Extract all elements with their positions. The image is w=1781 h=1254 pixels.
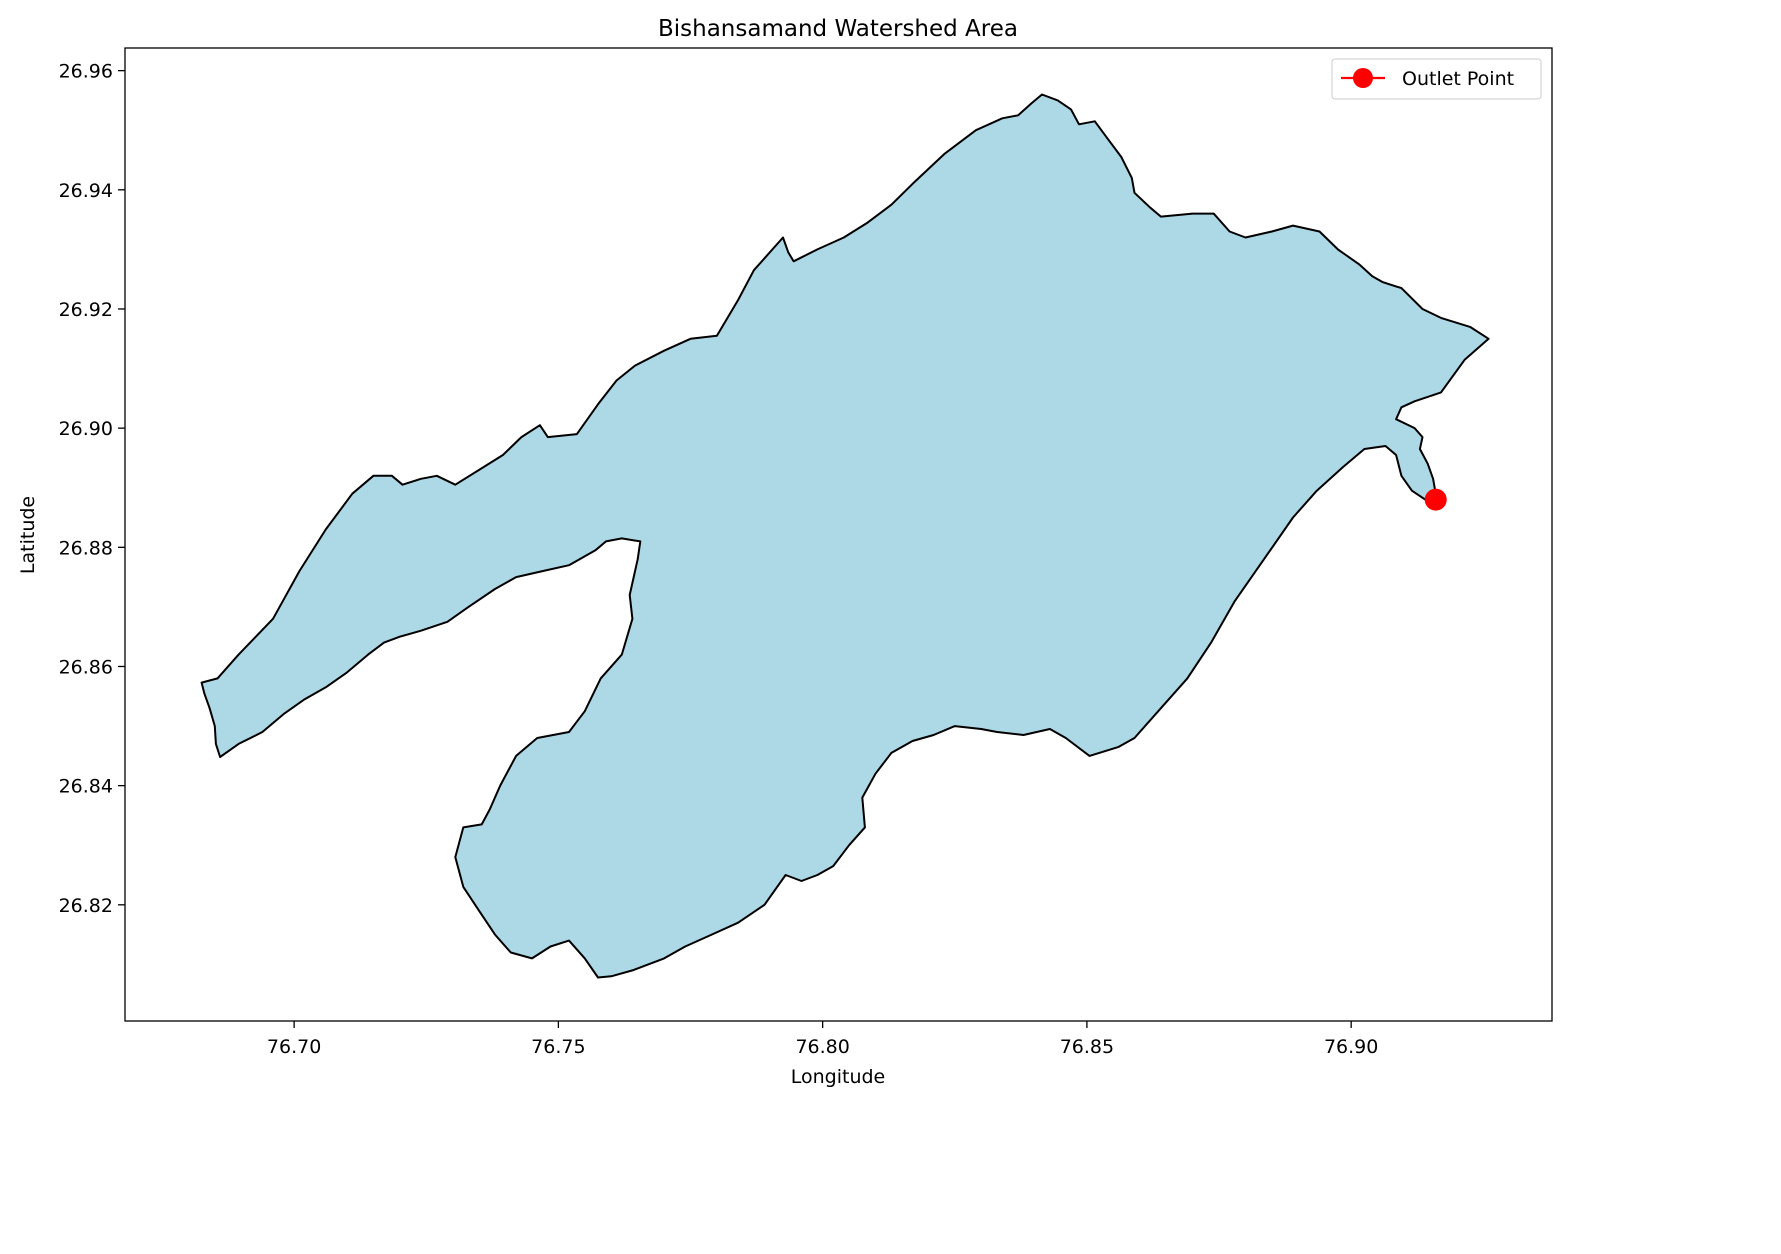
y-tick-label: 26.94 (59, 180, 113, 202)
y-axis: 26.82 26.84 26.86 26.88 26.90 26.92 26.94 26.96 (59, 61, 125, 917)
x-tick-label: 76.80 (795, 1036, 849, 1058)
watershed-figure: Bishansamand Watershed Area 76.70 76.75 76… (17, 16, 1553, 1088)
y-tick-label: 26.96 (59, 61, 113, 83)
y-tick-label: 26.88 (59, 537, 113, 559)
x-tick-label: 76.90 (1324, 1036, 1378, 1058)
y-tick-label: 26.84 (59, 776, 113, 798)
legend-marker-swatch (1353, 68, 1373, 88)
legend-label: Outlet Point (1402, 68, 1514, 90)
outlet-point (1424, 488, 1447, 511)
plot-area (200, 93, 1490, 979)
y-axis-label: Latitude (17, 496, 39, 574)
x-axis: 76.70 76.75 76.80 76.85 76.90 (267, 1021, 1378, 1058)
watershed-polygon (200, 93, 1490, 979)
y-tick-label: 26.86 (59, 656, 113, 678)
x-axis-label: Longitude (791, 1066, 886, 1088)
outlet-marker (1424, 488, 1447, 511)
y-tick-label: 26.82 (59, 895, 113, 917)
x-tick-label: 76.85 (1060, 1036, 1114, 1058)
y-tick-label: 26.92 (59, 299, 113, 321)
chart-title: Bishansamand Watershed Area (658, 16, 1018, 42)
x-tick-label: 76.75 (531, 1036, 585, 1058)
legend-box (1331, 58, 1542, 100)
x-tick-label: 76.70 (267, 1036, 321, 1058)
legend: Outlet Point (1331, 58, 1542, 100)
axes-frame (124, 47, 1553, 1022)
y-tick-label: 26.90 (59, 418, 113, 440)
